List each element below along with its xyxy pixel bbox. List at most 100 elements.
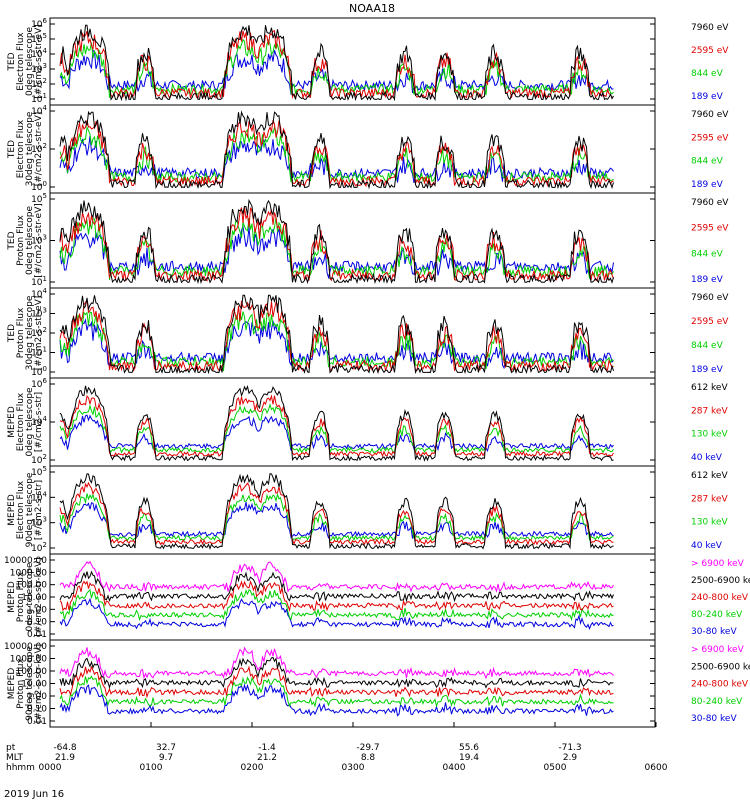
y-axis-label: TEDProton Flux30deg telescope[#/cm2-s-st… [7,295,44,370]
x-tick-label-pt: 32.7 [156,743,176,753]
legend-entry: 7960 eV [691,198,729,208]
y-tick-label: 10.00 [21,593,47,603]
y-tick-label: 101 [31,346,47,359]
x-row-label: hhmm [6,763,35,773]
y-axis-label: MEPEDProton Flux0deg telescope[#/cm2-s-s… [7,557,44,636]
y-tick-label: 103 [31,516,47,529]
y-tick-label: 101 [31,92,47,105]
legend-entry: > 6900 keV [691,559,745,569]
series-trace [59,588,614,622]
series-trace [59,403,614,455]
x-axis: 0000 0100 0200 0300 0400 0500 0600 21.9 9.7 21.2 8… [6,722,668,773]
x-tick-label-hhmm: 0200 [241,763,264,773]
x-tick-label-mlt: 2.9 [563,753,578,763]
series-trace [59,481,614,547]
legend-entry: 240-800 keV [691,680,749,690]
y-tick-label: 0.10 [27,705,47,715]
x-tick-label-hhmm: 0100 [140,763,163,773]
series-trace [59,560,614,593]
legend-entry: 130 keV [691,430,728,440]
x-tick-label-mlt: 9.7 [159,753,173,763]
legend-entry: 844 eV [691,157,724,167]
series-trace [59,30,614,100]
series-trace [59,675,614,708]
legend-entry: 287 keV [691,494,728,504]
legend-entry: 40 keV [691,541,723,551]
series-trace [59,294,614,375]
legend-entry: 40 keV [691,453,723,463]
y-tick-label: 102 [31,142,47,155]
series-trace [59,656,614,690]
legend-entry: 2595 eV [691,46,729,56]
y-tick-label: 103 [31,62,47,75]
series-trace [59,394,614,458]
x-tick-label-mlt: 21.9 [55,753,75,763]
legend-entry: 287 keV [691,406,728,416]
y-axis-label: TEDElectron Flux30deg telescope[#/cm2-s-… [7,111,44,186]
series-trace [59,492,614,542]
y-tick-label: 104 [31,415,47,428]
legend-entry: 7960 eV [691,293,729,303]
legend-entry: 2500-6900 keV [691,576,750,586]
panel-8: 0.01 0.10 1.00 10.00 100.00 1000.00 10000.00ME… [4,639,750,728]
series-trace [59,216,614,281]
y-tick-label: 106 [31,17,47,30]
x-tick-label-hhmm: 0400 [443,763,466,773]
legend-entry: 80-240 keV [691,610,743,620]
y-tick-label: 104 [31,287,47,300]
y-tick-label: 0.01 [27,630,47,640]
y-axis-label: MEPEDProton Flux90deg telescope[#/cm2-s-… [7,644,44,723]
series-trace [59,50,614,95]
y-tick-label: 102 [31,326,47,339]
x-tick-label-hhmm: 0500 [544,763,567,773]
y-tick-label: 104 [31,47,47,60]
legend-entry: 130 keV [691,518,728,528]
y-tick-label: 106 [31,377,47,390]
legend-entry: 189 eV [691,365,724,375]
x-tick-label-mlt: 21.2 [257,753,277,763]
x-tick-label-pt: -64.8 [53,743,77,753]
series-trace [59,646,614,680]
y-tick-label: 102 [31,541,47,554]
series-trace [59,665,614,699]
series-trace [59,570,614,603]
y-tick-label: 100.00 [16,667,48,677]
legend-entry: 30-80 keV [691,627,737,637]
y-tick-label: 0.10 [27,618,47,628]
series-trace [59,683,614,717]
date-label: 2019 Jun 16 [4,789,64,800]
y-axis-label: TEDProton Flux0deg telescope[#/cm2-s-str… [7,203,44,278]
y-tick-label: 105 [31,32,47,45]
series-trace [59,580,614,612]
y-tick-label: 103 [31,307,47,320]
x-tick-label-hhmm: 0600 [645,763,668,773]
legend-entry: 612 keV [691,471,728,481]
legend-entry: 189 eV [691,92,724,102]
legend-entry: 2500-6900 keV [691,662,750,672]
y-tick-label: 102 [31,453,47,466]
series-trace [59,501,614,539]
y-axis-label: MEPEDElectron Flux90deg telescope[#/cm2-… [7,472,44,547]
series-trace [59,38,614,98]
legend-entry: > 6900 keV [691,645,745,655]
y-tick-label: 103 [31,234,47,247]
y-tick-label: 10000.00 [4,642,47,652]
y-tick-label: 105 [31,192,47,205]
legend-entry: 2595 eV [691,224,729,234]
y-tick-label: 1.00 [27,605,47,615]
y-tick-label: 104 [31,104,47,117]
legend-entry: 30-80 keV [691,714,737,724]
y-tick-label: 101 [31,275,47,288]
legend-entry: 7960 eV [691,23,729,33]
x-tick-label-mlt: 19.4 [459,753,479,763]
legend-entry: 844 eV [691,249,724,259]
series-trace [59,414,614,453]
y-axis-label: MEPEDElectron Flux0deg telescope[#/cm2-s… [7,387,44,457]
